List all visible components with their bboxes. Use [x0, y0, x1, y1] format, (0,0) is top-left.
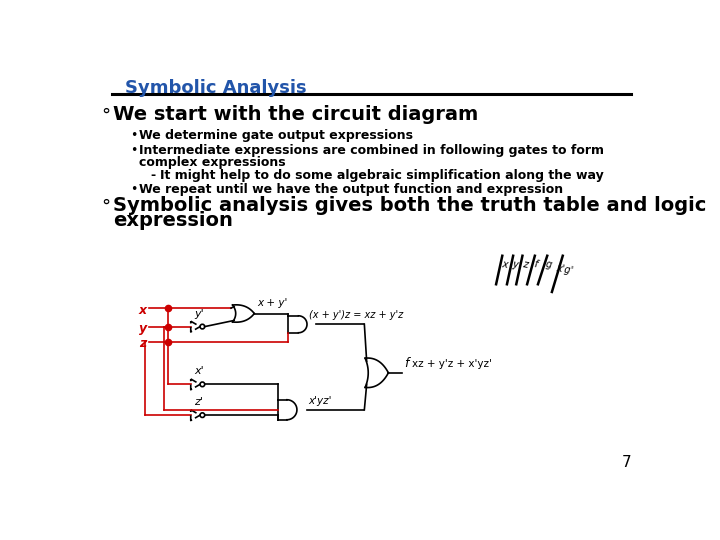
Text: 7: 7 [621, 455, 631, 470]
Text: y: y [139, 322, 147, 335]
Text: •: • [130, 183, 138, 195]
Text: Symbolic Analysis: Symbolic Analysis [125, 79, 307, 97]
Text: •: • [130, 130, 138, 143]
Text: x + y': x + y' [258, 298, 288, 308]
Text: Intermediate expressions are combined in following gates to form: Intermediate expressions are combined in… [139, 144, 604, 157]
Text: f: f [404, 357, 408, 370]
Text: x': x' [194, 366, 204, 376]
Text: z': z' [194, 397, 203, 407]
Text: (x + y')z = xz + y'z: (x + y')z = xz + y'z [309, 310, 402, 320]
Text: -: - [150, 168, 156, 182]
Text: Symbolic analysis gives both the truth table and logic: Symbolic analysis gives both the truth t… [113, 195, 706, 215]
Text: y: y [512, 259, 519, 269]
Text: z: z [522, 259, 528, 269]
Text: We repeat until we have the output function and expression: We repeat until we have the output funct… [139, 183, 563, 195]
Text: x'g': x'g' [555, 264, 574, 276]
Text: x: x [139, 303, 147, 316]
Text: f: f [533, 259, 538, 269]
Text: We start with the circuit diagram: We start with the circuit diagram [113, 105, 479, 124]
Text: complex expressions: complex expressions [139, 156, 285, 168]
Text: g: g [545, 259, 553, 270]
Text: expression: expression [113, 211, 233, 230]
Text: y': y' [194, 308, 204, 319]
Text: x'yz': x'yz' [309, 396, 332, 407]
Text: xz + y'z + x'yz': xz + y'z + x'yz' [412, 359, 492, 369]
Text: x: x [500, 259, 508, 269]
Text: It might help to do some algebraic simplification along the way: It might help to do some algebraic simpl… [160, 168, 603, 182]
Text: z: z [139, 338, 146, 350]
Text: We determine gate output expressions: We determine gate output expressions [139, 129, 413, 141]
Text: °: ° [101, 198, 110, 216]
Text: °: ° [101, 107, 110, 125]
Text: •: • [130, 144, 138, 157]
